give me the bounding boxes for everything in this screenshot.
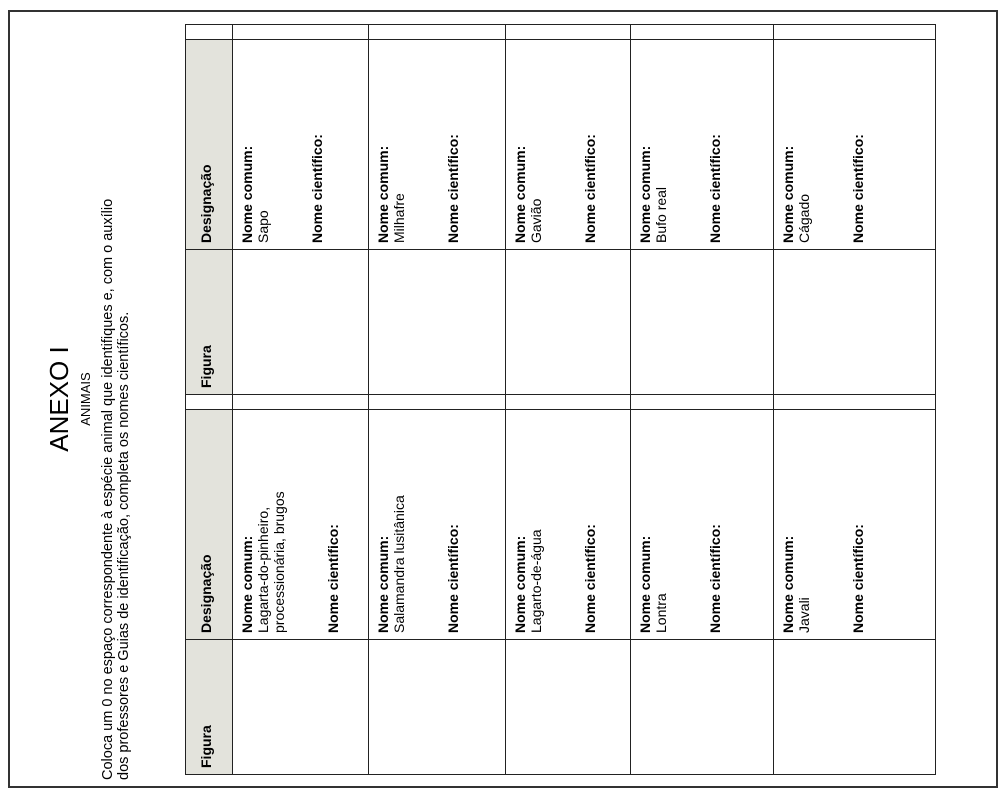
designation-cell: Nome comum: Salamandra lusitânica Nome cie… xyxy=(368,409,506,640)
figure-cell xyxy=(232,639,369,775)
common-name-label: Nome comum: xyxy=(780,145,796,243)
common-name-label: Nome comum: xyxy=(512,535,528,633)
column-header: Figura xyxy=(185,249,233,395)
table-row: Nome comum: Lontra Nome científico: Nome co… xyxy=(630,24,774,775)
designation-cell: Nome comum: Lagarta-do-pinheiro, processi… xyxy=(232,409,369,640)
animal-table: Figura Designação Figura Designação Nome com… xyxy=(185,24,936,775)
title: ANEXO I xyxy=(44,346,74,452)
common-name-label: Nome comum: xyxy=(512,145,528,243)
spacer-cell xyxy=(368,394,506,410)
common-name: Bufo real xyxy=(653,186,669,243)
column-header: Designação xyxy=(185,409,233,640)
spacer-cell xyxy=(232,24,369,40)
designation-cell: Nome comum: Gavião Nome científico: xyxy=(505,39,631,250)
figure-cell xyxy=(773,249,936,395)
table-row: Nome comum: Javali Nome científico: Nome co… xyxy=(773,24,936,775)
scientific-name-label: Nome científico: xyxy=(582,134,598,243)
table-row: Nome comum: Lagarto-de-água Nome científic… xyxy=(505,24,631,775)
figure-cell xyxy=(368,639,506,775)
spacer-cell xyxy=(185,24,233,40)
scientific-name-label: Nome científico: xyxy=(309,134,325,243)
common-name-label: Nome comum: xyxy=(375,535,391,633)
spacer-cell xyxy=(368,24,506,40)
spacer-cell xyxy=(630,394,774,410)
common-name: Gavião xyxy=(528,198,544,243)
common-name: Milhafre xyxy=(391,193,407,243)
scientific-name-label: Nome científico: xyxy=(445,524,461,633)
common-name: Salamandra lusitânica xyxy=(391,495,407,633)
table-row: Nome comum: Lagarta-do-pinheiro, processi… xyxy=(232,24,369,775)
designation-cell: Nome comum: Cágado Nome científico: xyxy=(773,39,936,250)
figure-cell xyxy=(505,639,631,775)
spacer-cell xyxy=(505,24,631,40)
figure-cell xyxy=(232,249,369,395)
designation-cell: Nome comum: Bufo real Nome científico: xyxy=(630,39,774,250)
scientific-name-label: Nome científico: xyxy=(445,134,461,243)
header-row: Figura Designação Figura Designação xyxy=(185,24,233,775)
figure-cell xyxy=(505,249,631,395)
subtitle: ANIMAIS xyxy=(78,372,93,426)
scientific-name-label: Nome científico: xyxy=(850,134,866,243)
figure-cell xyxy=(630,639,774,775)
scientific-name-label: Nome científico: xyxy=(707,524,723,633)
figure-cell xyxy=(630,249,774,395)
spacer-cell xyxy=(773,24,936,40)
common-name-label: Nome comum: xyxy=(239,145,255,243)
scientific-name-label: Nome científico: xyxy=(325,524,341,633)
common-name: Lagarto-de-água xyxy=(528,529,544,633)
spacer-cell xyxy=(773,394,936,410)
column-header: Figura xyxy=(185,639,233,775)
common-name-label: Nome comum: xyxy=(239,535,255,633)
figure-cell xyxy=(368,249,506,395)
page-frame xyxy=(8,10,998,788)
scientific-name-label: Nome científico: xyxy=(707,134,723,243)
common-name: Sapo xyxy=(255,210,271,243)
common-name: Cágado xyxy=(796,193,812,243)
scientific-name-label: Nome científico: xyxy=(850,524,866,633)
common-name-label: Nome comum: xyxy=(375,145,391,243)
column-header: Designação xyxy=(185,39,233,250)
scientific-name-label: Nome científico: xyxy=(582,524,598,633)
figure-cell xyxy=(773,639,936,775)
instruction: Coloca um 0 no espaço correspondente à e… xyxy=(100,199,132,780)
common-name: Lagarta-do-pinheiro, processionária, bru… xyxy=(255,491,287,633)
designation-cell: Nome comum: Javali Nome científico: xyxy=(773,409,936,640)
common-name: Javali xyxy=(796,597,812,633)
spacer-cell xyxy=(505,394,631,410)
designation-cell: Nome comum: Milhafre Nome científico: xyxy=(368,39,506,250)
common-name: Lontra xyxy=(653,593,669,633)
spacer-cell xyxy=(185,394,233,410)
designation-cell: Nome comum: Sapo Nome científico: xyxy=(232,39,369,250)
common-name-label: Nome comum: xyxy=(637,535,653,633)
instruction-line: dos professores e Guias de identificação… xyxy=(116,311,132,780)
spacer-cell xyxy=(232,394,369,410)
designation-cell: Nome comum: Lagarto-de-água Nome científic… xyxy=(505,409,631,640)
common-name-label: Nome comum: xyxy=(780,535,796,633)
table-row: Nome comum: Salamandra lusitânica Nome cie… xyxy=(368,24,506,775)
spacer-cell xyxy=(630,24,774,40)
instruction-line: Coloca um 0 no espaço correspondente à e… xyxy=(100,198,116,780)
common-name-label: Nome comum: xyxy=(637,145,653,243)
designation-cell: Nome comum: Lontra Nome científico: xyxy=(630,409,774,640)
